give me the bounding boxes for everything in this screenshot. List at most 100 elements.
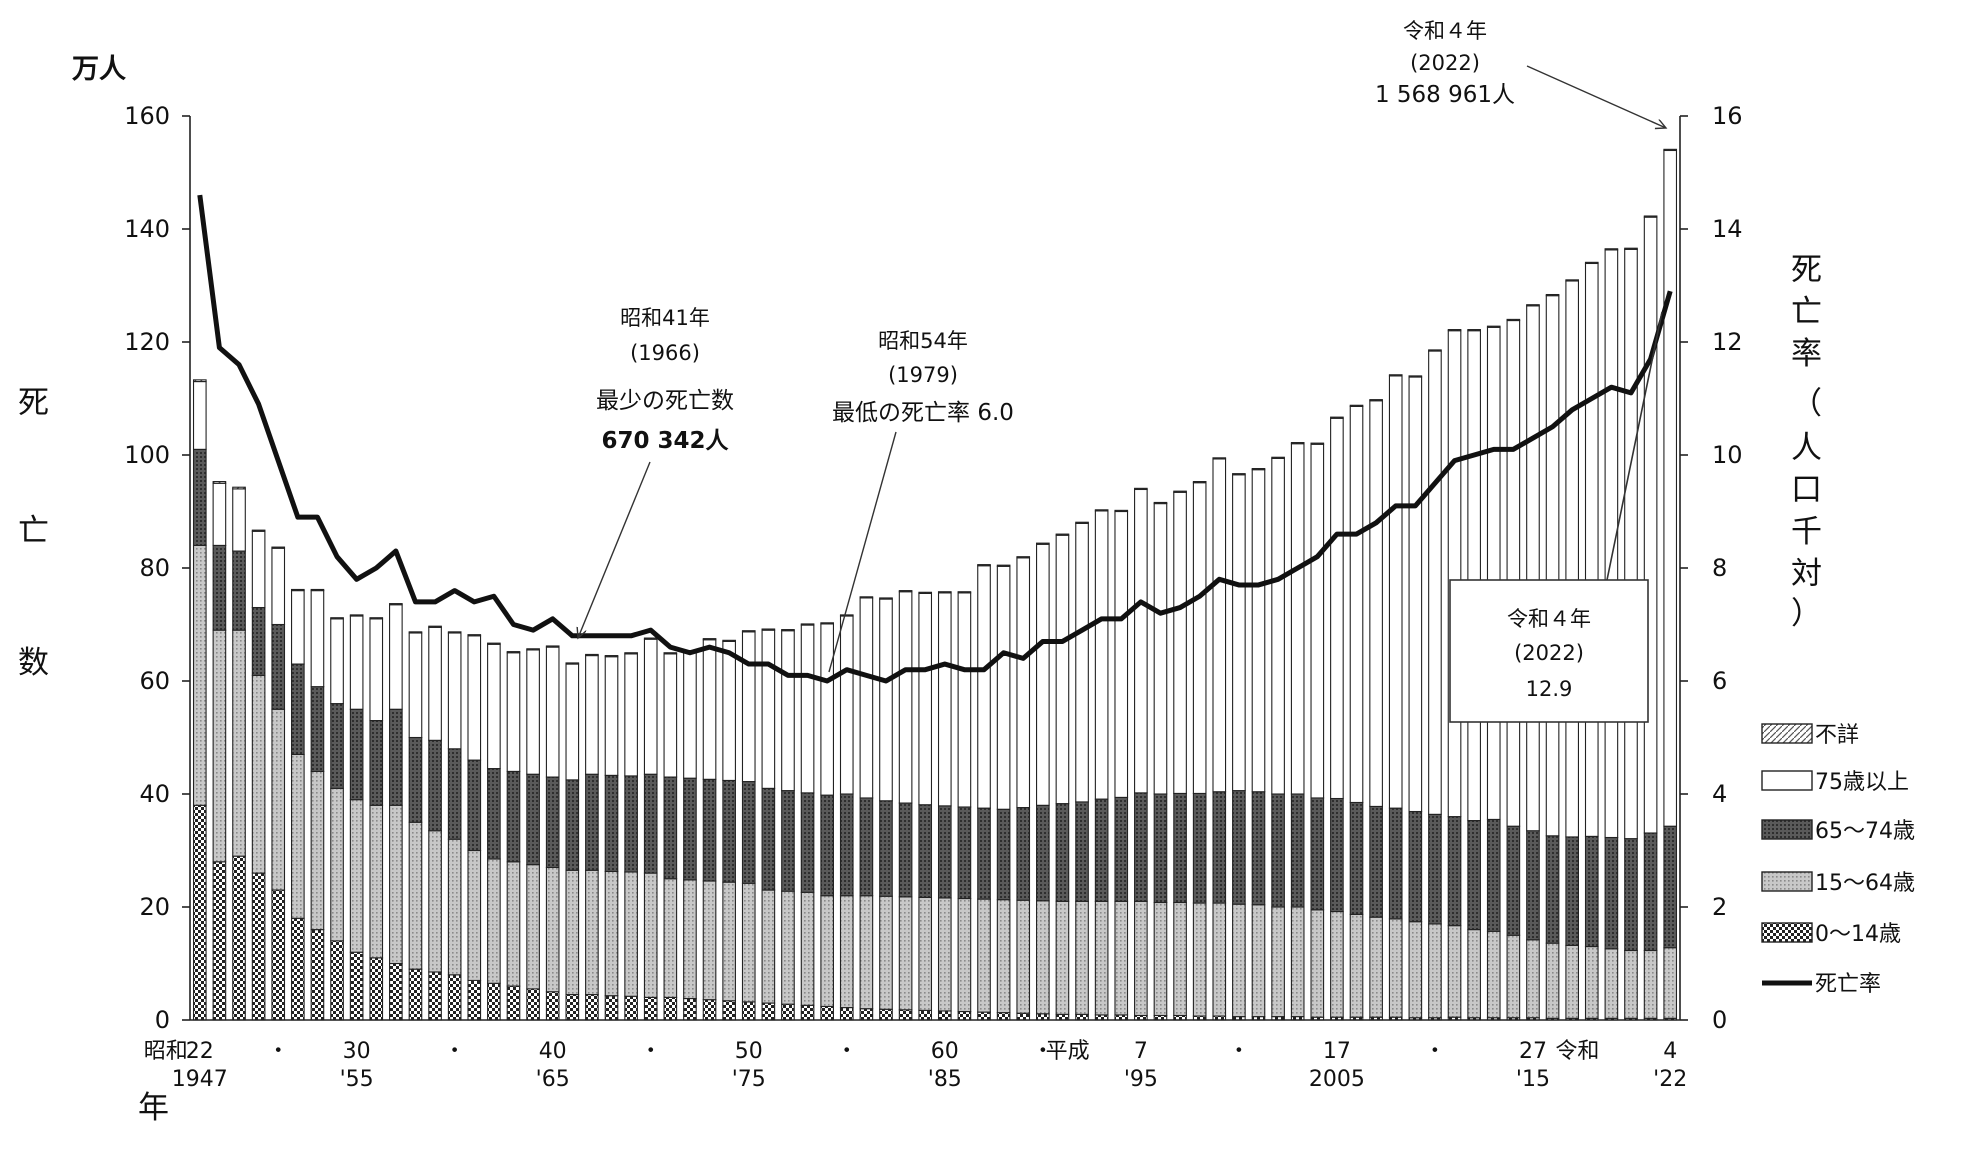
bar-segment-age-15-64 <box>1467 929 1481 1019</box>
bar-segment-age-15-64 <box>1271 906 1285 1018</box>
left-tick-label: 20 <box>139 893 170 921</box>
x-tick-label: 22 <box>186 1039 214 1064</box>
right-axis-title-char-8: 対 <box>1791 556 1822 592</box>
x-era-label: 昭和 <box>144 1039 188 1064</box>
bar-segment-age-15-64 <box>1290 906 1305 1018</box>
bar-segment-age-65-74 <box>937 805 952 899</box>
bar-segment-age-75plus <box>212 482 227 546</box>
bar-segment-age-0-14 <box>545 991 560 1021</box>
bar-segment-unknown <box>192 379 207 383</box>
legend-label-65-74: 65～74歳 <box>1815 819 1915 844</box>
bar-segment-age-65-74 <box>761 787 776 891</box>
bar-segment-age-65-74 <box>1545 835 1560 944</box>
bar-segment-age-75plus <box>349 615 364 710</box>
bar-segment-age-15-64 <box>839 895 854 1009</box>
bar-segment-age-65-74 <box>310 686 325 772</box>
bar-segment-age-75plus <box>1369 400 1383 807</box>
bar-segment-unknown <box>781 629 795 632</box>
bar-segment-unknown <box>291 588 305 592</box>
bar-segment-age-65-74 <box>1388 807 1403 920</box>
bar-segment-age-0-14 <box>604 995 619 1021</box>
bar-segment-age-65-74 <box>1369 805 1383 918</box>
bar-segment-age-15-64 <box>1173 901 1187 1017</box>
left-tick-label: 0 <box>155 1006 170 1034</box>
bar-segment-age-65-74 <box>545 776 560 868</box>
bar-segment-age-75plus <box>761 629 776 789</box>
left-axis-title-char-3: 数 <box>18 645 49 681</box>
bar-segment-age-0-14 <box>232 855 246 1021</box>
bar-segment-age-65-74 <box>702 778 717 882</box>
bar-segment-age-65-74 <box>1349 801 1364 915</box>
bar-segment-unknown <box>389 603 403 606</box>
bar-segment-age-0-14 <box>937 1010 952 1021</box>
bar-segment-age-0-14 <box>898 1009 913 1021</box>
bar-segment-age-15-64 <box>389 804 403 965</box>
bar-segment-age-75plus <box>1643 216 1658 834</box>
bar-segment-age-75plus <box>1251 469 1266 793</box>
x-tick-sublabel: '75 <box>732 1067 766 1092</box>
bar-segment-age-0-14 <box>565 994 580 1021</box>
x-axis-labels: 22 1947 ・ 30 '55 ・ 40 '65 ・ 50 '75 ・ 60 '85 ・ 7 '95 ・ 17 20… <box>144 1039 1687 1092</box>
annotation-min-rate-label: 最低の死亡率 6.0 <box>832 400 1014 426</box>
legend-label-unknown: 不詳 <box>1815 723 1859 748</box>
bar-segment-unknown <box>271 546 286 549</box>
bar-segment-age-15-64 <box>1016 899 1031 1014</box>
bar-segment-age-65-74 <box>271 623 286 710</box>
bar-segment-age-15-64 <box>1584 945 1599 1019</box>
bar-segment-age-75plus <box>232 488 246 552</box>
bar-segment-age-15-64 <box>291 753 305 919</box>
bar-segment-age-75plus <box>820 623 835 796</box>
left-tick-label: 120 <box>124 328 170 356</box>
bar-segment-age-0-14 <box>741 1001 756 1021</box>
bar-segment-age-15-64 <box>1447 925 1462 1018</box>
bar-segment-age-0-14 <box>859 1008 874 1021</box>
bar-segment-unknown <box>1271 456 1285 459</box>
bar-segment-age-0-14 <box>467 979 482 1021</box>
bar-segment-age-0-14 <box>1055 1013 1070 1021</box>
bar-segment-age-65-74 <box>1153 793 1168 904</box>
bar-segment-age-15-64 <box>1545 942 1560 1019</box>
bar-segment-age-15-64 <box>604 870 619 997</box>
bar-segment-age-15-64 <box>624 871 638 997</box>
bar-segment-unknown <box>232 486 246 490</box>
x-tick-sublabel: '65 <box>536 1067 570 1092</box>
legend-swatch-unknown <box>1761 723 1813 744</box>
bar-segment-age-65-74 <box>487 768 501 860</box>
annotation-min-deaths-arrow <box>578 461 651 638</box>
bar-segment-unknown <box>1212 457 1227 460</box>
bar-segment-age-15-64 <box>1526 939 1540 1019</box>
annotation-min-rate: 昭和54年 (1979) 最低の死亡率 6.0 <box>828 329 1014 673</box>
bar-segment-unknown <box>330 617 344 620</box>
bar-segment-unknown <box>918 591 933 594</box>
x-tick-sublabel: '22 <box>1653 1067 1687 1092</box>
bar-segment-age-65-74 <box>1212 791 1227 904</box>
bar-segment-age-65-74 <box>1565 836 1580 946</box>
annotation-max-rate-era: 令和４年 <box>1507 607 1591 631</box>
annotation-min-deaths: 昭和41年 (1966) 最少の死亡数 670 342人 <box>578 306 734 638</box>
bar-segment-age-0-14 <box>428 971 442 1021</box>
bar-segment-unknown <box>369 617 384 620</box>
annotation-min-deaths-era: 昭和41年 <box>620 306 710 330</box>
x-tick-label: 27 <box>1519 1039 1547 1064</box>
bar-segment-age-75plus <box>1212 458 1227 793</box>
bar-segment-age-65-74 <box>781 790 795 892</box>
bar-segment-age-75plus <box>1486 326 1501 820</box>
bar-segment-age-15-64 <box>526 864 540 990</box>
bar-segment-unknown <box>1408 375 1423 378</box>
bar-segment-unknown <box>310 588 325 592</box>
annotation-max-rate: 令和４年 (2022) 12.9 <box>1449 311 1663 723</box>
bar-segment-unknown <box>467 634 482 637</box>
bar-segment-age-0-14 <box>839 1007 854 1021</box>
bar-segment-unknown <box>604 655 619 658</box>
left-tick-label: 60 <box>139 667 170 695</box>
bar-segment-age-75plus <box>1545 295 1560 837</box>
annotation-min-deaths-label: 最少の死亡数 <box>596 388 734 414</box>
bar-segment-age-15-64 <box>1506 934 1521 1019</box>
bar-segment-age-75plus <box>447 632 462 750</box>
death-rate-line <box>197 194 1673 684</box>
bar-segment-unknown <box>702 638 717 641</box>
bar-segment-age-75plus <box>722 640 736 781</box>
annotation-min-rate-era: 昭和54年 <box>878 329 968 353</box>
bar-segment-age-65-74 <box>1271 793 1285 908</box>
right-axis-title-char-4: （ <box>1791 386 1822 422</box>
